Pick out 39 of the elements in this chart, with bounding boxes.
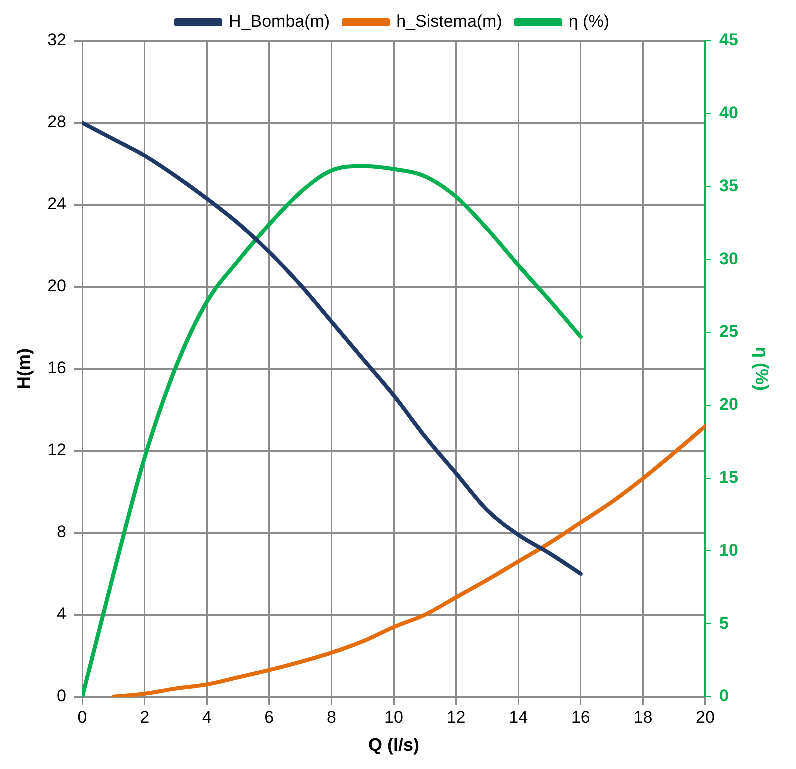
x-tick-label: 6 <box>264 708 274 727</box>
x-tick-label: 4 <box>202 708 212 727</box>
x-tick-label: 0 <box>78 708 88 727</box>
y-tick-label: 4 <box>57 604 67 624</box>
y2-tick-label: 15 <box>719 468 738 488</box>
legend-label: η (%) <box>568 12 610 32</box>
x-axis-title: Q (l/s) <box>368 735 420 756</box>
y-tick-label: 20 <box>48 276 67 296</box>
line-series <box>82 164 583 697</box>
y-tick-label: 0 <box>57 686 67 706</box>
y2-tick-label: 35 <box>719 176 738 196</box>
line-series <box>112 424 706 697</box>
y-tick-label: 8 <box>57 522 67 542</box>
y-tick-label: 16 <box>48 358 67 378</box>
y2-tick-label: 25 <box>719 322 738 342</box>
y2-tick-label: 0 <box>719 686 729 706</box>
y2-axis-title: η (%) <box>752 347 772 391</box>
y2-tick-label: 10 <box>719 540 738 560</box>
y2-tick-label: 5 <box>719 614 729 633</box>
y2-tick-label: 20 <box>719 395 738 414</box>
y2-tick-label: 30 <box>719 249 738 268</box>
y-axis-title: H(m) <box>14 348 34 390</box>
legend-label: H_Bomba(m) <box>229 12 330 32</box>
y2-tick-label: 45 <box>719 30 738 50</box>
y-tick-label: 32 <box>48 30 67 50</box>
y2-tick-label: 40 <box>719 104 738 123</box>
line-series <box>82 121 583 576</box>
x-tick-label: 18 <box>634 708 653 727</box>
x-tick-label: 8 <box>326 708 336 727</box>
y-tick-label: 24 <box>48 194 67 214</box>
legend-label: h_Sistema(m) <box>396 12 502 32</box>
x-tick-label: 14 <box>509 708 528 727</box>
x-tick-label: 10 <box>384 708 404 727</box>
y-tick-label: 12 <box>48 440 67 460</box>
x-tick-label: 12 <box>446 708 466 727</box>
x-tick-label: 16 <box>571 708 590 727</box>
x-tick-label: 20 <box>696 708 715 727</box>
y-tick-label: 28 <box>48 112 67 132</box>
x-tick-label: 2 <box>140 708 150 727</box>
